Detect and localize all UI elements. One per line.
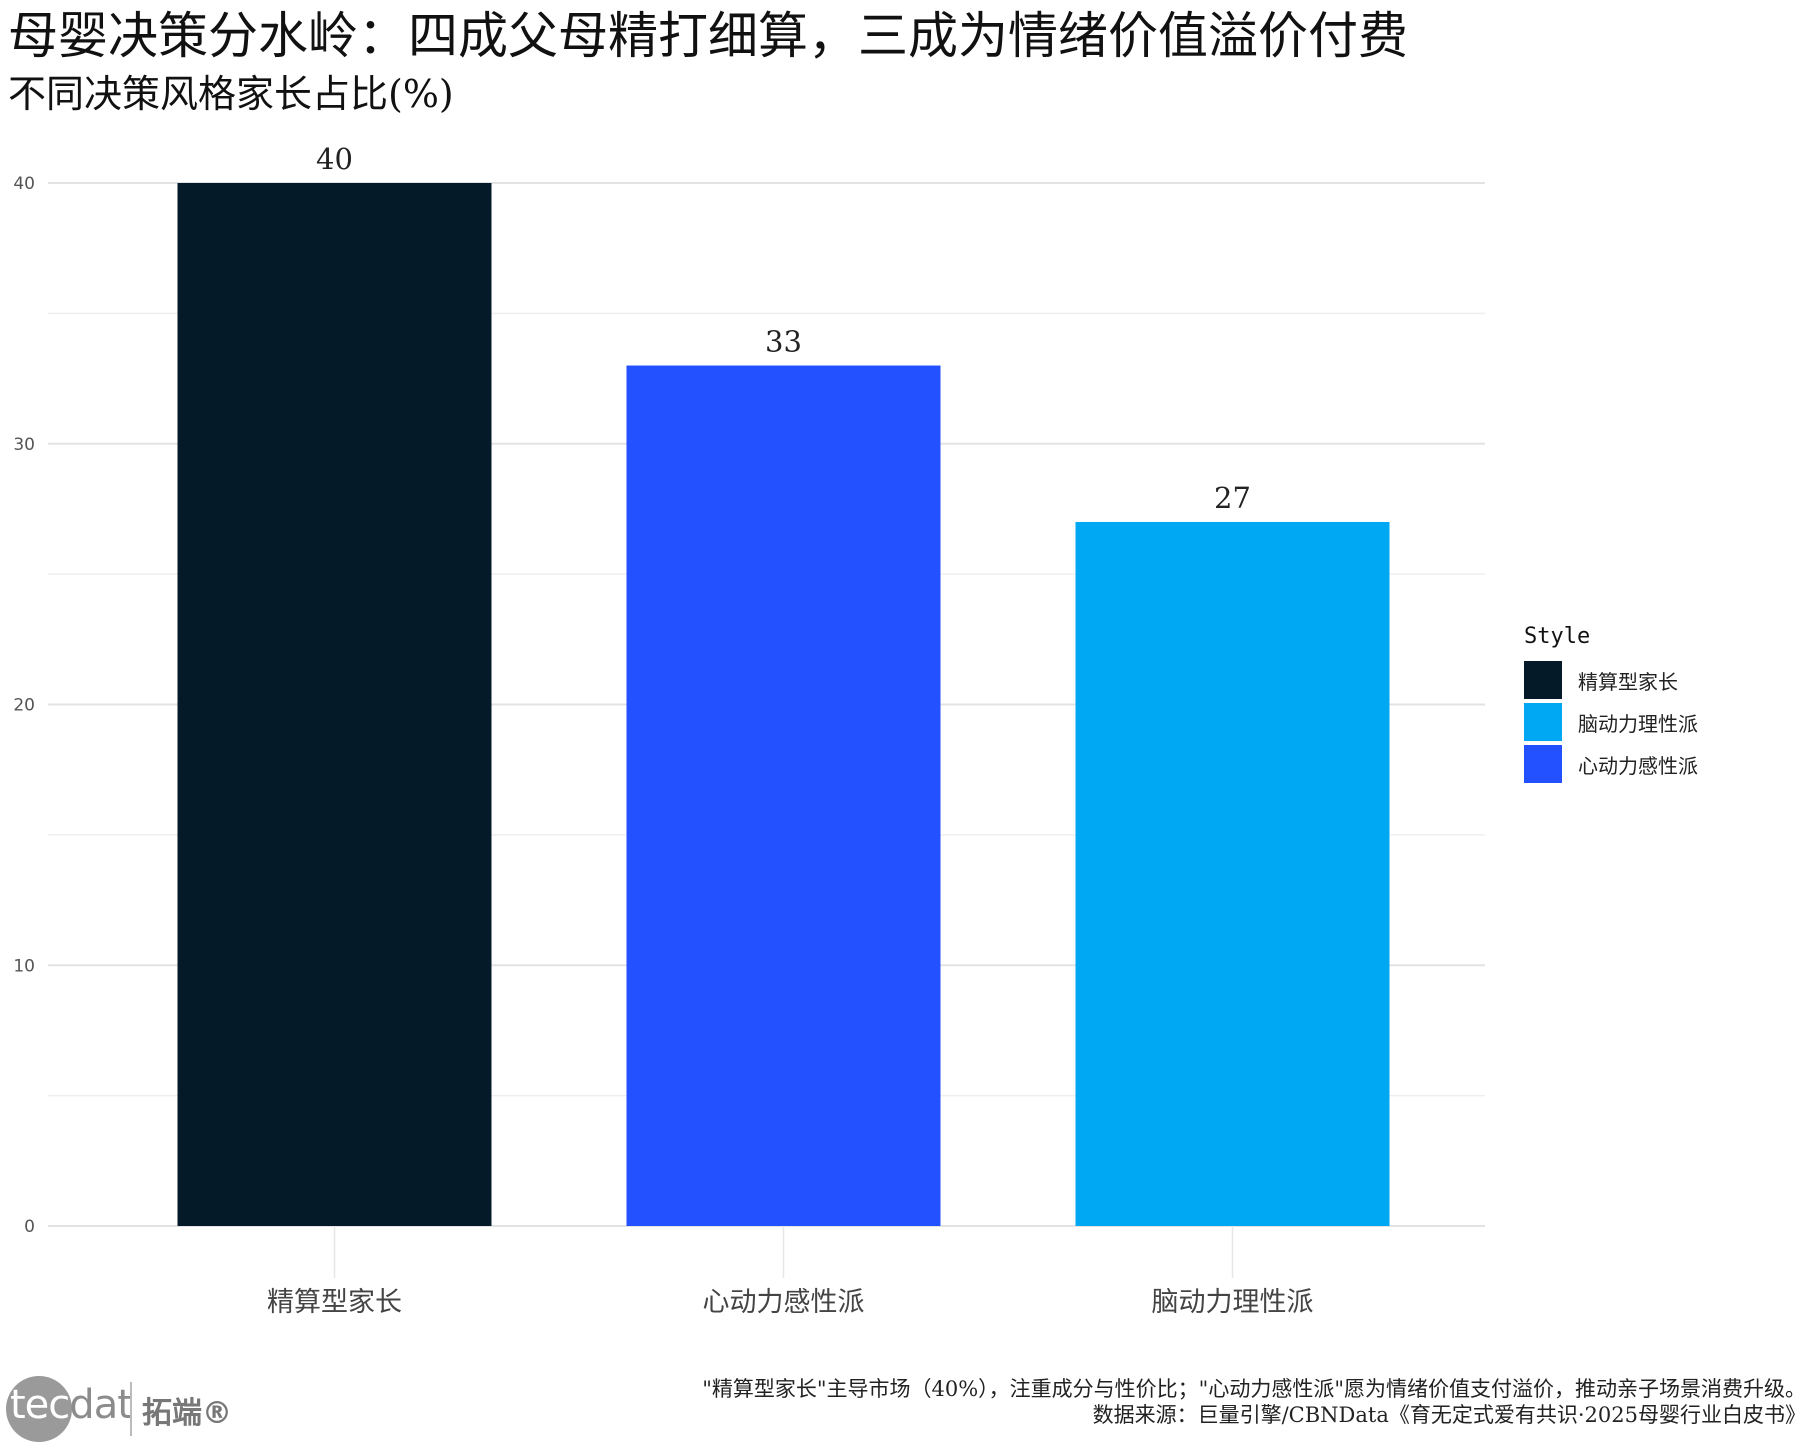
x-tick-label: 心动力感性派 — [703, 1287, 865, 1318]
bar — [1075, 521, 1390, 1226]
x-tick-label: 脑动力理性派 — [1152, 1287, 1314, 1318]
footnote: "精算型家长"主导市场（40%），注重成分与性价比；"心动力感性派"愿为情绪价值… — [702, 1376, 1806, 1428]
y-axis-ticks: 0 10 20 30 40 — [13, 174, 35, 1237]
logo-text: tecdat — [10, 1382, 133, 1428]
y-tick-label: 10 — [13, 956, 35, 976]
legend-swatch — [1524, 703, 1562, 741]
legend: Style 精算型家长脑动力理性派 心动力感性派 — [1524, 624, 1698, 785]
x-tick-label: 精算型家长 — [267, 1287, 402, 1318]
y-tick-label: 30 — [13, 435, 35, 455]
y-tick-label: 40 — [13, 174, 35, 194]
logo-text-part2: dat — [69, 1382, 133, 1428]
x-axis-ticks: 精算型家长 心动力感性派 脑动力理性派 — [267, 1287, 1314, 1318]
chart-title: 母婴决策分水岭：四成父母精打细算，三成为情绪价值溢价付费 — [8, 7, 1408, 65]
logo-circle-icon — [6, 1376, 72, 1442]
logo-divider — [130, 1382, 132, 1436]
legend-label: 精算型家长 — [1578, 669, 1678, 694]
legend-items: 精算型家长脑动力理性派 心动力感性派 — [1524, 659, 1698, 785]
chart-subtitle: 不同决策风格家长占比(%) — [8, 72, 454, 116]
bar-chart: 0 10 20 30 40 40 33 27 精算型家长 心动力感性派 脑动力理性派 — [13, 142, 1485, 1318]
y-tick-label: 20 — [13, 696, 35, 716]
legend-label: 心动力感性派 — [1578, 753, 1698, 778]
y-tick-label: 0 — [24, 1217, 35, 1237]
bar — [626, 365, 941, 1226]
legend-swatch — [1524, 745, 1562, 783]
legend-label: 脑动力理性派 — [1578, 711, 1698, 736]
bar-value-label: 40 — [316, 142, 353, 176]
brand-name: 拓端® — [142, 1396, 232, 1431]
footnote-source: 数据来源：巨量引擎/CBNData《育无定式爱有共识·2025母婴行业白皮书》 — [1092, 1403, 1806, 1427]
brand-logo: tecdat 拓端® — [6, 1374, 232, 1444]
legend-item: 心动力感性派 — [1524, 743, 1698, 785]
bar — [177, 183, 492, 1226]
legend-title: Style — [1524, 624, 1591, 649]
bar-value-label: 33 — [765, 325, 802, 359]
legend-swatch — [1524, 661, 1562, 699]
bars — [177, 183, 1390, 1226]
footnote-description: "精算型家长"主导市场（40%），注重成分与性价比；"心动力感性派"愿为情绪价值… — [702, 1377, 1806, 1401]
bar-value-label: 27 — [1214, 481, 1251, 515]
legend-item: 精算型家长 — [1524, 659, 1698, 701]
logo-text-part1: tec — [10, 1382, 70, 1428]
legend-item: 脑动力理性派 — [1524, 701, 1698, 743]
value-labels: 40 33 27 — [316, 142, 1251, 515]
